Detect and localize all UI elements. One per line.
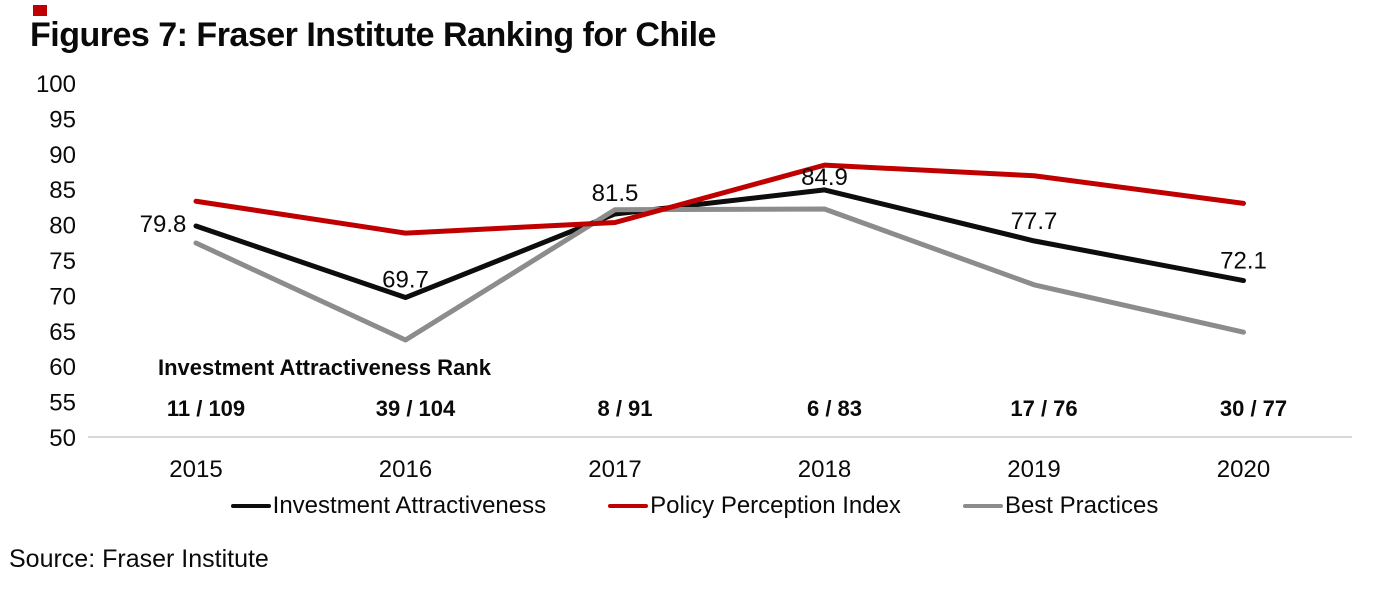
x-axis-tick-label: 2020 (1217, 456, 1270, 483)
data-point-label: 84.9 (801, 164, 848, 191)
y-axis-tick-label: 80 (49, 213, 76, 240)
y-axis-tick-label: 50 (49, 425, 76, 452)
legend-label: Policy Perception Index (650, 492, 901, 519)
x-axis-tick-label: 2019 (1007, 456, 1060, 483)
legend-label: Investment Attractiveness (272, 492, 547, 519)
rank-value: 30 / 77 (1220, 396, 1287, 421)
y-axis-tick-label: 95 (49, 106, 76, 133)
data-point-label: 81.5 (592, 180, 639, 207)
brand-mark-icon (33, 5, 47, 16)
x-axis-tick-label: 2015 (169, 456, 222, 483)
series-line-best-practices (193, 206, 1246, 343)
chart-legend: Investment Attractiveness Policy Percept… (0, 492, 1389, 520)
y-axis-tick-label: 90 (49, 142, 76, 169)
y-axis-tick-label: 70 (49, 283, 76, 310)
data-point-label: 72.1 (1220, 248, 1267, 275)
data-point-label: 77.7 (1011, 208, 1058, 235)
series-line-investment-attractiveness (193, 187, 1246, 301)
x-axis-tick-label: 2018 (798, 456, 851, 483)
rank-value: 17 / 76 (1010, 396, 1077, 421)
x-axis-tick-label: 2016 (379, 456, 432, 483)
y-axis-tick-label: 75 (49, 248, 76, 275)
legend-swatch-best-practices (962, 504, 1003, 508)
legend-swatch-investment-attractiveness (230, 504, 271, 508)
rank-value: 11 / 109 (167, 396, 245, 421)
y-axis-tick-label: 55 (49, 390, 76, 417)
rank-value: 8 / 91 (597, 396, 652, 421)
legend-item-policy-perception-index: Policy Perception Index (608, 492, 901, 520)
source-note: Source: Fraser Institute (9, 545, 269, 573)
rank-value: 39 / 104 (376, 396, 456, 421)
legend-label: Best Practices (1004, 492, 1159, 519)
series-line-policy-perception-index (193, 162, 1246, 236)
legend-item-investment-attractiveness: Investment Attractiveness (230, 492, 547, 520)
line-chart: 100 95 90 85 80 75 70 65 60 55 50 79.8 69.7 81.5 84.9 7… (36, 71, 1352, 483)
rank-heading: Investment Attractiveness Rank (158, 355, 492, 380)
chart-title: Figures 7: Fraser Institute Ranking for … (30, 16, 716, 54)
y-axis-tick-label: 60 (49, 354, 76, 381)
legend-swatch-policy-perception-index (608, 504, 649, 508)
y-axis-tick-label: 85 (49, 177, 76, 204)
y-axis-tick-label: 65 (49, 319, 76, 346)
rank-value: 6 / 83 (807, 396, 862, 421)
data-point-label: 79.8 (140, 211, 187, 238)
x-axis-tick-label: 2017 (588, 456, 641, 483)
data-point-label: 69.7 (382, 267, 429, 294)
legend-item-best-practices: Best Practices (962, 492, 1159, 520)
y-axis-tick-label: 100 (36, 71, 76, 98)
